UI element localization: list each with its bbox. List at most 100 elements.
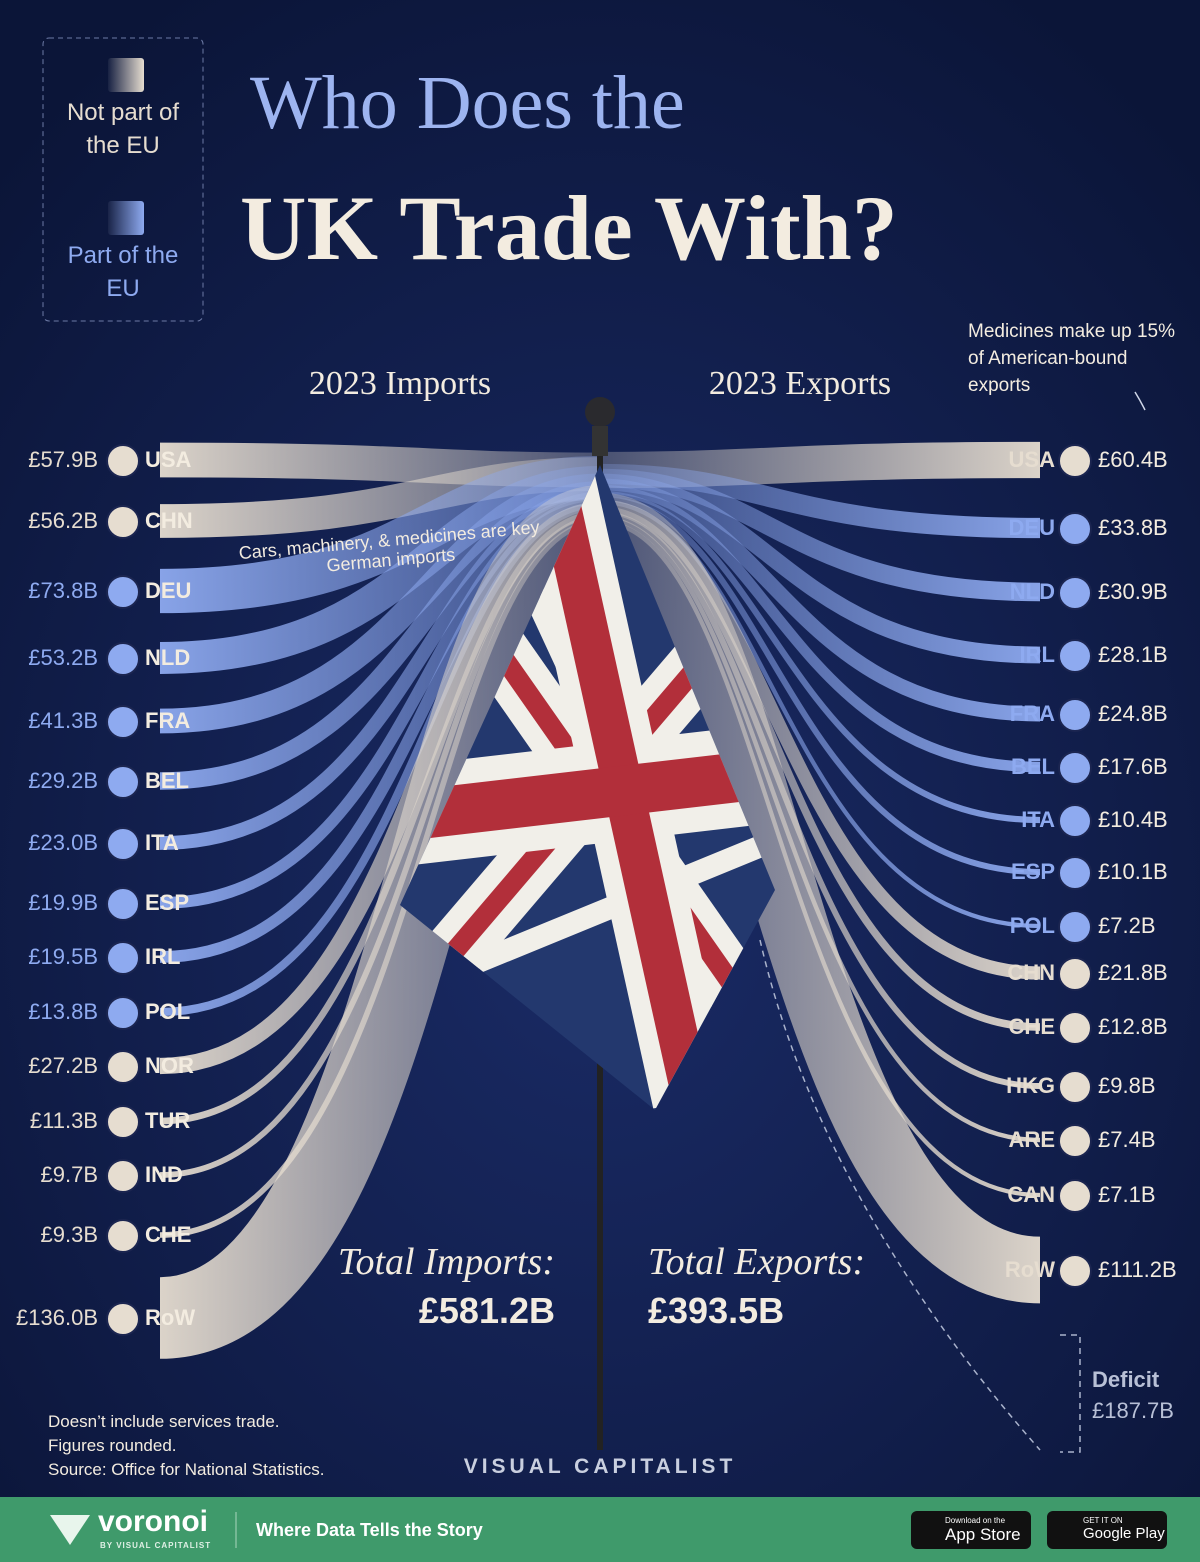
value-label: £73.8B: [28, 578, 98, 603]
country-flag: [1058, 1070, 1092, 1104]
country-code: USA: [1008, 447, 1055, 472]
google-play-button[interactable]: [1047, 1511, 1167, 1549]
value-label: £13.8B: [28, 999, 98, 1024]
country-flag: [1058, 576, 1092, 610]
country-code: POL: [1009, 913, 1055, 938]
country-flag: [106, 575, 140, 609]
flow-band: [596, 492, 1043, 1304]
country-code: CHN: [1007, 960, 1055, 985]
country-flag: [106, 887, 140, 921]
note: Source: Office for National Statistics.: [48, 1460, 325, 1479]
exports-total-label: Total Exports:: [648, 1241, 866, 1283]
value-label: £10.1B: [1098, 859, 1168, 884]
flow-band: [599, 478, 1041, 722]
value-label: £28.1B: [1098, 642, 1168, 667]
imports-title: 2023 Imports: [308, 365, 492, 402]
country-code: FRA: [145, 708, 191, 733]
annotation-arrow: [1134, 391, 1146, 411]
country-flag: [1058, 639, 1092, 673]
deficit-label: Deficit: [1092, 1367, 1160, 1392]
country-code: BEL: [1011, 754, 1055, 779]
country-code: CHN: [145, 508, 193, 533]
country-flag: [106, 996, 140, 1030]
legend-label: Part of the EU: [67, 242, 179, 302]
country-code: NOR: [145, 1053, 194, 1078]
value-label: £60.4B: [1098, 447, 1168, 472]
legend-swatch: [108, 58, 144, 92]
value-label: £7.4B: [1098, 1127, 1156, 1152]
country-code: ITA: [1021, 807, 1055, 832]
title-line2: UK Trade With?: [240, 177, 898, 279]
country-flag: [1058, 804, 1092, 838]
country-flag: [106, 1159, 140, 1193]
value-label: £24.8B: [1098, 701, 1168, 726]
country-flag: [1058, 512, 1092, 546]
country-code: BEL: [145, 768, 189, 793]
footer-tagline: Where Data Tells the Story: [256, 1520, 483, 1540]
value-label: £33.8B: [1098, 515, 1168, 540]
value-label: £21.8B: [1098, 960, 1168, 985]
country-code: ESP: [145, 890, 190, 915]
value-label: £56.2B: [28, 508, 98, 533]
country-code: RoW: [1004, 1257, 1055, 1282]
footer-logo-sub: BY VISUAL CAPITALIST: [100, 1541, 212, 1550]
country-flag: [1058, 1124, 1092, 1158]
title-line1: Who Does the: [250, 61, 685, 145]
country-flag: [1058, 856, 1092, 890]
country-code: DEU: [1008, 515, 1055, 540]
country-flag: [106, 827, 140, 861]
deficit-value: £187.7B: [1092, 1398, 1174, 1423]
footer-logo: voronoi: [98, 1505, 208, 1538]
notes: Doesn’t include services trade. Figures …: [48, 1410, 325, 1482]
flows: [157, 441, 1043, 1359]
flow-band: [599, 490, 1041, 824]
value-label: £12.8B: [1098, 1014, 1168, 1039]
country-code: IRL: [1019, 642, 1055, 667]
legend-label: Not part of the EU: [66, 99, 180, 159]
pole-cap: [592, 426, 608, 456]
value-label: £136.0B: [16, 1305, 98, 1330]
value-label: £57.9B: [28, 447, 98, 472]
country-flag: [1058, 751, 1092, 785]
country-flag: [106, 444, 140, 478]
value-label: £19.5B: [28, 944, 98, 969]
country-code: POL: [145, 999, 191, 1024]
google-play-big: Google Play: [1083, 1525, 1165, 1542]
value-label: £9.7B: [40, 1162, 99, 1187]
legend-box: [42, 37, 204, 322]
country-flag: [106, 1050, 140, 1084]
value-label: £17.6B: [1098, 754, 1168, 779]
country-code: NLD: [1009, 579, 1055, 604]
deficit-bracket: [1060, 1334, 1081, 1453]
country-code: NLD: [145, 645, 191, 670]
value-label: £29.2B: [28, 768, 98, 793]
country-code: ITA: [145, 830, 179, 855]
value-label: £11.3B: [29, 1108, 98, 1133]
country-flag: [1058, 957, 1092, 991]
exports-title: 2023 Exports: [708, 365, 892, 402]
app-store-big: App Store: [945, 1525, 1021, 1544]
exports-total-value: £393.5B: [648, 1290, 785, 1331]
annotation-usa: Medicines make up 15% of American-bound …: [968, 321, 1175, 396]
value-label: £9.3B: [40, 1222, 99, 1247]
value-label: £53.2B: [28, 645, 98, 670]
country-flag: [106, 705, 140, 739]
value-label: £27.2B: [28, 1053, 98, 1078]
note: Figures rounded.: [48, 1436, 177, 1455]
app-store-button[interactable]: [911, 1511, 1031, 1549]
country-flag: [1058, 1011, 1092, 1045]
country-code: FRA: [1009, 701, 1055, 726]
country-code: ARE: [1008, 1127, 1055, 1152]
country-code: TUR: [145, 1108, 191, 1133]
brand: VISUAL CAPITALIST: [463, 1455, 737, 1478]
country-flag: [1058, 1179, 1092, 1213]
country-code: DEU: [145, 578, 192, 603]
flow-band: [599, 484, 1041, 773]
country-flag: [106, 505, 140, 539]
value-label: £7.1B: [1098, 1182, 1156, 1207]
flow-band: [157, 485, 606, 1359]
country-flag: [106, 765, 140, 799]
value-label: £41.3B: [28, 708, 98, 733]
imports-total-value: £581.2B: [418, 1290, 555, 1331]
